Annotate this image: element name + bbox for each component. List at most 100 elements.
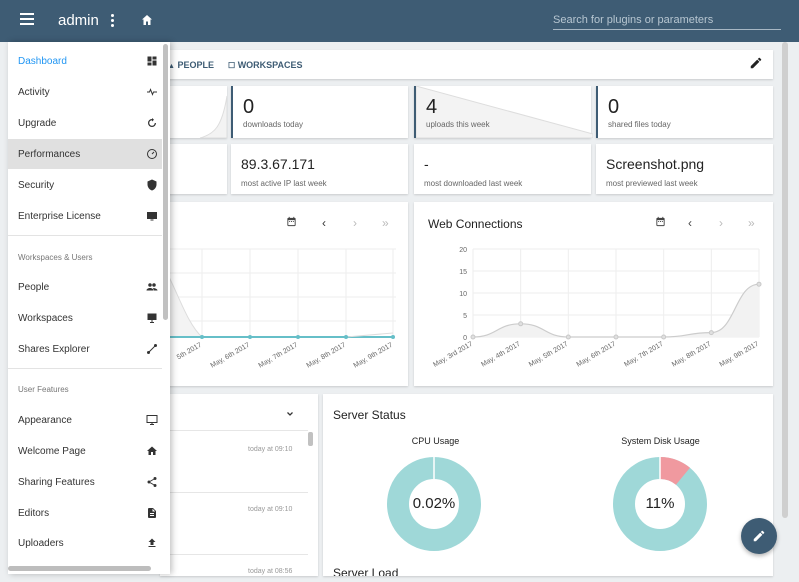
sidebar-item-label: Uploaders xyxy=(18,538,64,549)
data-point xyxy=(470,334,476,340)
document-icon xyxy=(148,508,156,518)
home-icon xyxy=(147,446,157,455)
y-tick-label: 15 xyxy=(459,269,467,276)
data-point xyxy=(613,334,619,340)
info-value: Screenshot.png xyxy=(606,156,705,172)
web-connections-chart: 0 5 10 15 20 May, 3rd 2017 May, 4th 2017 May, 5… xyxy=(432,247,762,369)
y-tick-label: 10 xyxy=(459,291,467,298)
edit-fab-button[interactable] xyxy=(741,518,777,554)
x-tick-label: May, 8th 2017 xyxy=(306,342,348,370)
workspaces-icon: ☐ xyxy=(228,61,236,70)
sidebar-item-label: Performances xyxy=(18,149,81,160)
sidebar-item-activity[interactable]: Activity xyxy=(8,77,162,107)
share-link-icon xyxy=(147,344,157,354)
sparkline xyxy=(416,86,593,138)
cpu-usage-value: 0.02% xyxy=(412,495,456,512)
stat-value: 0 xyxy=(243,96,255,118)
edit-icon[interactable] xyxy=(749,56,763,70)
shield-icon xyxy=(147,179,157,191)
sidebar-item-label: Sharing Features xyxy=(18,477,95,488)
upload-icon xyxy=(148,538,156,547)
disk-donut-chart xyxy=(613,457,707,551)
app-title: admin xyxy=(58,12,99,29)
data-point xyxy=(661,334,667,340)
sidebar-item-upgrade[interactable]: Upgrade xyxy=(8,108,162,138)
info-label: most previewed last week xyxy=(606,179,698,188)
double-chevron-right-icon[interactable]: » xyxy=(748,216,755,230)
chart-title: Web Connections xyxy=(428,217,523,231)
horizontal-scrollbar[interactable] xyxy=(8,566,151,571)
chevron-left-icon[interactable]: ‹ xyxy=(688,216,692,230)
stat-value: 4 xyxy=(426,96,438,118)
sidebar-item-dashboard[interactable]: Dashboard xyxy=(8,46,162,76)
sidebar-item-security[interactable]: Security xyxy=(8,170,162,200)
tab-people[interactable]: ▲ PEOPLE xyxy=(168,60,214,70)
sidebar-item-sharing-features[interactable]: Sharing Features xyxy=(8,467,162,497)
home-icon[interactable] xyxy=(141,14,153,25)
disk-usage-label: System Disk Usage xyxy=(621,436,700,446)
data-point xyxy=(518,321,524,327)
performances-icon xyxy=(147,149,157,159)
chevron-right-icon[interactable]: › xyxy=(719,216,723,230)
server-load-title: Server Load xyxy=(333,566,399,576)
activity-time: today at 08:56 xyxy=(248,568,293,575)
info-value: 89.3.67.171 xyxy=(241,156,315,172)
chevron-right-icon[interactable]: › xyxy=(353,216,357,230)
sidebar-item-uploaders[interactable]: Uploaders xyxy=(8,528,162,558)
people-icon: ▲ xyxy=(168,63,175,70)
x-tick-label: May, 6th 2017 xyxy=(210,342,252,370)
activity-chart-svg: 5th 2017 May, 6th 2017 May, 7th 2017 May… xyxy=(160,248,396,370)
tab-workspaces-label: WORKSPACES xyxy=(237,60,303,70)
divider xyxy=(160,430,308,431)
share-icon xyxy=(147,477,157,487)
x-tick-label: May, 7th 2017 xyxy=(623,341,665,369)
activity-list-card: today at 09:10 today at 09:10 today at 0… xyxy=(160,394,318,576)
chevron-down-icon[interactable] xyxy=(284,408,296,420)
more-vert-icon[interactable] xyxy=(111,14,115,29)
search-input[interactable]: Search for plugins or parameters xyxy=(553,10,781,30)
chevron-left-icon[interactable]: ‹ xyxy=(322,216,326,230)
stat-card-partial xyxy=(160,86,228,139)
list-scrollbar[interactable] xyxy=(308,432,313,446)
double-chevron-right-icon[interactable]: » xyxy=(382,216,389,230)
tab-people-label: PEOPLE xyxy=(177,60,214,70)
sidebar-item-editors[interactable]: Editors xyxy=(8,498,162,528)
sidebar-item-workspaces[interactable]: Workspaces xyxy=(8,303,162,333)
server-status-title: Server Status xyxy=(333,408,406,422)
sidebar-item-shares-explorer[interactable]: Shares Explorer xyxy=(8,334,162,364)
sidebar-item-label: Appearance xyxy=(18,415,72,426)
info-card-downloaded: - most downloaded last week xyxy=(414,144,591,194)
page-scrollbar[interactable] xyxy=(782,42,788,518)
data-point xyxy=(708,330,714,336)
divider xyxy=(160,492,308,493)
sidebar-item-label: Welcome Page xyxy=(18,446,86,457)
x-tick-label: May, 4th 2017 xyxy=(480,341,522,369)
tab-bar: ▲ PEOPLE ☐ WORKSPACES xyxy=(160,50,773,79)
calendar-icon[interactable] xyxy=(286,216,297,227)
activity-time: today at 09:10 xyxy=(248,446,293,453)
monitor-icon xyxy=(146,415,158,425)
data-point xyxy=(565,334,571,340)
menu-icon[interactable] xyxy=(20,13,34,25)
sidebar-item-label: Upgrade xyxy=(18,118,57,129)
sidebar-scrollbar[interactable] xyxy=(163,44,168,320)
sidebar-item-welcome-page[interactable]: Welcome Page xyxy=(8,436,162,466)
sidebar-item-people[interactable]: People xyxy=(8,272,162,302)
workspaces-icon xyxy=(147,313,157,323)
x-tick-label: May, 9th 2017 xyxy=(353,342,395,370)
x-tick-label: May, 5th 2017 xyxy=(528,341,570,369)
people-icon xyxy=(146,283,158,291)
license-icon xyxy=(147,212,157,221)
sidebar-item-performances[interactable]: Performances xyxy=(8,139,162,169)
donut-used-slice xyxy=(659,457,690,486)
y-tick-label: 5 xyxy=(463,313,467,320)
tab-workspaces[interactable]: ☐ WORKSPACES xyxy=(228,60,303,70)
sidebar-item-label: Editors xyxy=(18,508,50,519)
upgrade-icon xyxy=(148,118,156,127)
sidebar-divider xyxy=(8,368,162,369)
sidebar-section-features: User Features xyxy=(18,385,69,394)
sidebar-section-workspaces: Workspaces & Users xyxy=(18,253,93,262)
calendar-icon[interactable] xyxy=(655,216,666,227)
sidebar-item-enterprise-license[interactable]: Enterprise License xyxy=(8,201,162,231)
sidebar-item-appearance[interactable]: Appearance xyxy=(8,405,162,435)
